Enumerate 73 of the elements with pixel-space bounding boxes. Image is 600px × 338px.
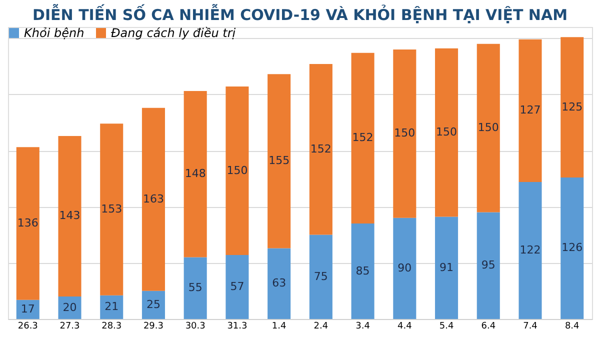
data-label: 152 bbox=[310, 142, 332, 156]
bar bbox=[100, 124, 124, 296]
bar bbox=[351, 52, 374, 224]
bar bbox=[226, 254, 249, 319]
data-label: 90 bbox=[398, 261, 412, 274]
data-label: 150 bbox=[394, 126, 416, 140]
bar bbox=[435, 216, 458, 319]
data-label: 152 bbox=[352, 131, 374, 144]
x-tick-label: 26.3 bbox=[18, 322, 38, 332]
bar bbox=[16, 147, 40, 300]
data-label: 57 bbox=[230, 280, 244, 293]
data-label: 143 bbox=[59, 209, 80, 222]
data-label: 150 bbox=[478, 121, 499, 134]
bar bbox=[518, 39, 542, 182]
data-label: 122 bbox=[520, 243, 541, 256]
data-label: 125 bbox=[562, 100, 583, 114]
x-tick-label: 28.3 bbox=[102, 322, 122, 332]
data-label: 91 bbox=[440, 260, 454, 274]
data-label: 150 bbox=[226, 164, 248, 177]
data-label: 163 bbox=[142, 192, 164, 206]
data-label: 85 bbox=[356, 264, 370, 278]
bar bbox=[560, 37, 584, 178]
bar bbox=[58, 296, 82, 319]
x-tick-label: 31.3 bbox=[227, 322, 248, 332]
bar bbox=[142, 290, 165, 319]
data-label: 127 bbox=[520, 104, 541, 117]
data-label: 150 bbox=[436, 126, 458, 139]
x-tick-label: 27.3 bbox=[60, 322, 80, 332]
data-label: 63 bbox=[272, 276, 286, 290]
data-label: 21 bbox=[104, 300, 119, 314]
bar bbox=[184, 91, 207, 258]
data-label: 95 bbox=[481, 258, 496, 272]
bar bbox=[16, 300, 40, 319]
bar bbox=[560, 177, 584, 319]
bar bbox=[351, 224, 374, 319]
legend-label: Đang cách ly điều trị bbox=[111, 26, 236, 40]
data-label: 55 bbox=[188, 281, 202, 294]
bar bbox=[268, 74, 291, 248]
data-label: 75 bbox=[314, 270, 328, 283]
x-tick-label: 7.4 bbox=[523, 322, 538, 332]
data-label: 20 bbox=[62, 300, 77, 314]
x-tick-label: 8.4 bbox=[564, 322, 580, 332]
data-label: 136 bbox=[17, 216, 38, 230]
data-label: 25 bbox=[146, 298, 160, 311]
bar bbox=[58, 136, 82, 297]
bar bbox=[309, 64, 332, 235]
bar bbox=[184, 257, 207, 319]
bar bbox=[476, 212, 500, 319]
data-label: 17 bbox=[20, 302, 35, 316]
x-tick-label: 1.4 bbox=[272, 322, 286, 332]
x-tick-label: 2.4 bbox=[314, 322, 328, 332]
legend-label: Khỏi bệnh bbox=[24, 26, 84, 40]
data-label: 126 bbox=[562, 241, 583, 254]
bar bbox=[100, 295, 124, 319]
bar bbox=[268, 248, 291, 319]
x-tick-label: 29.3 bbox=[143, 322, 164, 332]
x-tick-label: 6.4 bbox=[481, 322, 496, 332]
bar bbox=[393, 49, 416, 218]
bar bbox=[142, 108, 165, 291]
data-label: 148 bbox=[184, 167, 206, 180]
data-label: 155 bbox=[268, 154, 290, 168]
bar bbox=[393, 218, 416, 319]
bar bbox=[518, 182, 542, 319]
chart-title: DIỄN TIẾN SỐ CA NHIỄM COVID-19 VÀ KHỎI BỆNH TẠI VIỆT NAM bbox=[32, 3, 568, 24]
bar bbox=[476, 44, 500, 212]
x-tick-label: 5.4 bbox=[439, 322, 454, 332]
bar bbox=[309, 234, 332, 319]
bar bbox=[435, 48, 458, 217]
data-label: 153 bbox=[101, 202, 122, 216]
x-tick-label: 4.4 bbox=[397, 322, 412, 332]
x-tick-label: 3.4 bbox=[356, 322, 370, 332]
x-tick-label: 30.3 bbox=[185, 322, 206, 332]
bar bbox=[226, 86, 249, 255]
